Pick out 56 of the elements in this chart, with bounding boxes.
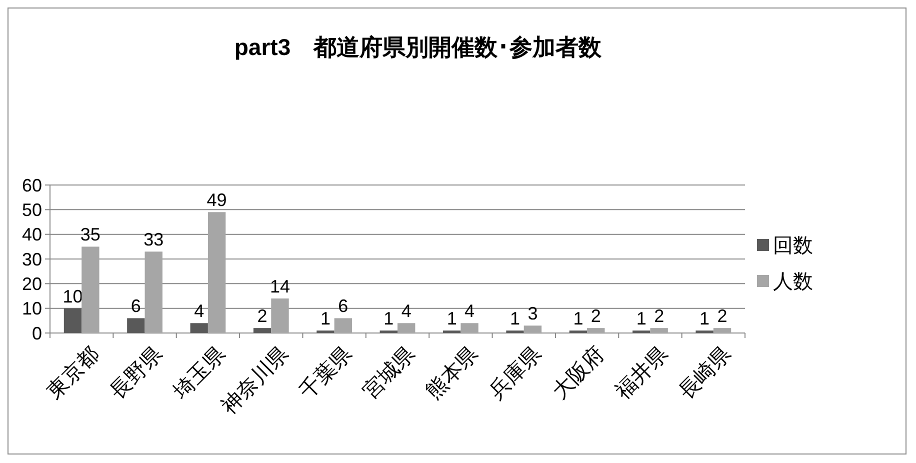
y-tick-label: 20 [22,274,42,294]
bar [253,328,272,333]
data-label: 2 [590,306,601,326]
bar [127,318,145,333]
data-label: 49 [206,190,227,210]
bar [460,323,478,333]
x-tick-label: 福井県 [611,342,672,404]
legend-label: 回数 [773,235,813,257]
x-tick-label: 長野県 [106,342,167,404]
y-tick-label: 60 [22,175,42,196]
data-label: 1 [573,308,584,329]
data-label: 4 [194,301,204,322]
legend-label: 人数 [773,271,813,293]
bar [398,323,416,333]
chart-title: part3 都道府県別開催数･参加者数 [234,34,603,60]
data-label: 4 [401,301,412,322]
data-label: 3 [528,304,538,324]
data-label: 1 [446,308,457,329]
data-label: 2 [717,306,728,326]
bar [524,326,542,333]
bar [271,298,289,333]
x-tick-label: 千葉県 [295,342,356,404]
x-tick-label: 東京都 [42,342,104,404]
data-label: 1 [510,308,520,329]
data-label: 1 [384,308,394,329]
y-tick-label: 0 [32,323,42,344]
y-tick-label: 40 [22,224,42,245]
bar [587,328,605,333]
y-tick-label: 10 [22,298,42,319]
data-label: 1 [700,308,710,329]
x-tick-label: 兵庫県 [484,342,546,404]
bar [82,246,100,333]
bar [713,328,732,333]
data-label: 33 [144,230,164,250]
y-tick-label: 30 [22,249,42,270]
data-label: 6 [130,296,141,316]
data-label: 10 [62,286,83,306]
bar [64,308,82,333]
data-label: 1 [636,308,646,329]
data-label: 14 [270,276,290,296]
bar [144,252,162,333]
data-label: 2 [654,306,664,326]
x-tick-label: 熊本県 [422,342,483,404]
x-tick-label: 大阪府 [548,342,609,404]
bar [650,328,668,333]
y-tick-label: 50 [22,200,42,220]
bar [190,323,208,333]
data-label: 4 [464,301,475,322]
data-label: 2 [257,306,268,326]
data-label: 6 [338,296,348,316]
data-label: 35 [80,224,100,245]
data-label: 1 [320,308,330,329]
bar [334,318,352,333]
bar [208,212,226,333]
x-tick-label: 宮城県 [358,342,420,404]
x-tick-label: 長崎県 [674,342,736,404]
